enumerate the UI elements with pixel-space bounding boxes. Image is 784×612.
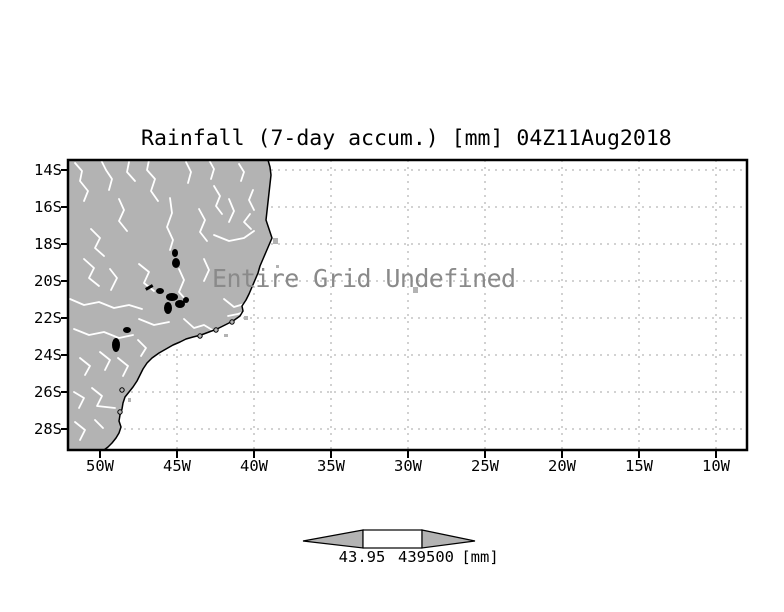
lon-tick-label: 40W (240, 457, 268, 475)
colorbar-left-arrow (302, 529, 364, 549)
lon-tick-label: 15W (625, 457, 653, 475)
lon-tick-label: 25W (471, 457, 499, 475)
lon-tick-label: 45W (163, 457, 191, 475)
colorbar-right-value: 439500 (398, 548, 454, 566)
lat-tick-label: 20S (34, 272, 62, 290)
grid-undefined-annotation: Entire Grid Undefined (212, 264, 516, 293)
lat-tick-label: 16S (34, 198, 62, 216)
coastline (103, 160, 273, 450)
coastal-bays (117, 319, 235, 415)
colorbar-right-arrow (421, 529, 476, 549)
lat-tick-label: 22S (34, 309, 62, 327)
lon-tick-label: 35W (317, 457, 345, 475)
lat-tick-label: 26S (34, 383, 62, 401)
lat-tick-label: 28S (34, 420, 62, 438)
islands (128, 238, 418, 402)
colorbar (302, 529, 476, 549)
lat-tick-label: 18S (34, 235, 62, 253)
plot-title: Rainfall (7-day accum.) [mm] 04Z11Aug201… (141, 126, 672, 151)
lon-tick-label: 20W (548, 457, 576, 475)
lon-tick-label: 30W (394, 457, 422, 475)
lat-tick-label: 14S (34, 161, 62, 179)
lon-tick-label: 50W (86, 457, 114, 475)
lakes (112, 249, 189, 352)
colorbar-units-label: [mm] (461, 548, 499, 566)
rivers (69, 160, 255, 441)
colorbar-middle-cell (362, 529, 423, 549)
axis-ticks (61, 169, 717, 458)
colorbar-left-value: 43.95 (338, 548, 386, 566)
lat-tick-label: 24S (34, 346, 62, 364)
lon-tick-label: 10W (702, 457, 730, 475)
